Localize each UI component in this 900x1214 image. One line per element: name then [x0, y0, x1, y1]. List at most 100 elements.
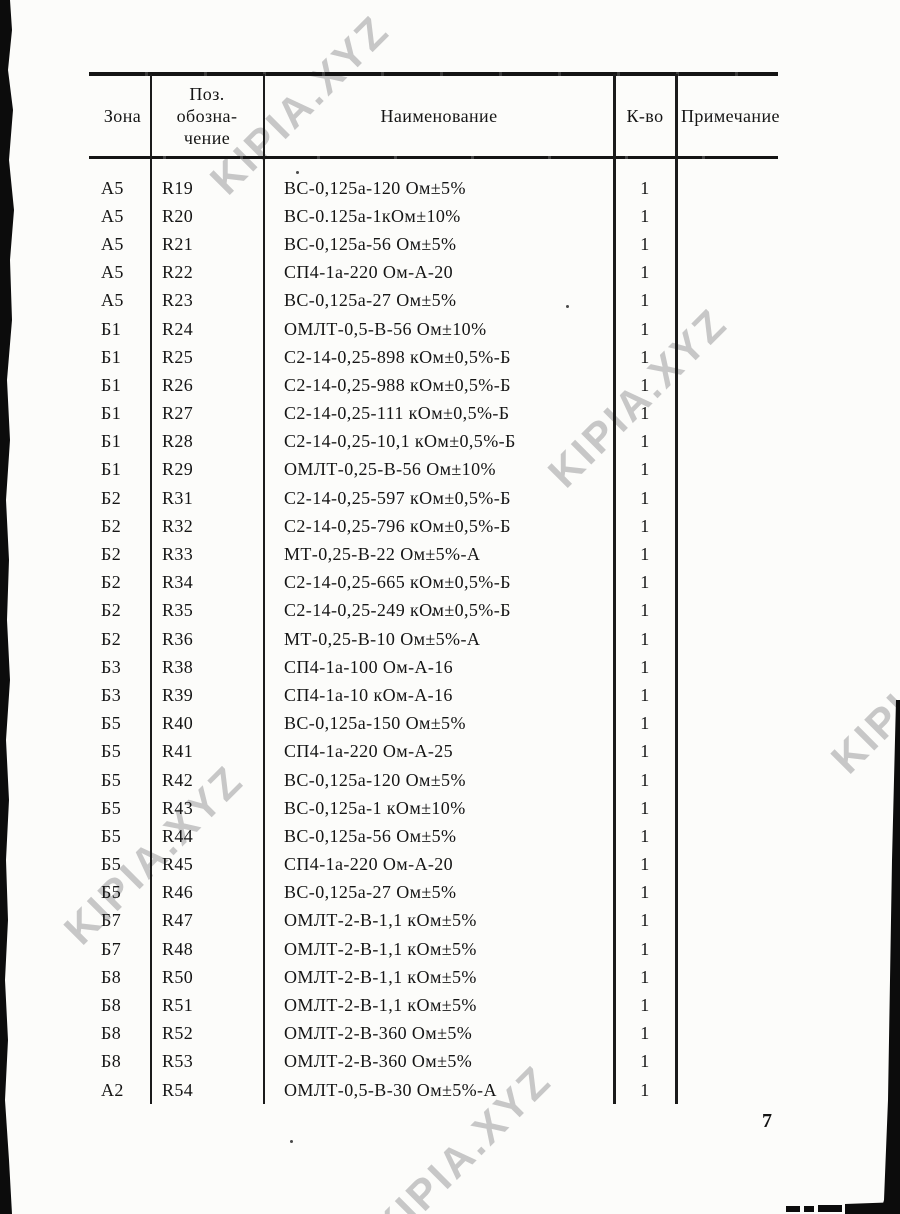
cell-name: СП4-1а-10 кОм-А-16	[284, 684, 453, 705]
cell-pos-designation: R39	[162, 684, 194, 705]
cell-zone: Б2	[101, 600, 122, 621]
cell-zone: Б5	[101, 825, 122, 846]
cell-qty: 1	[640, 882, 650, 903]
table-row: Б5 R42 ВС-0,125а-120 Ом±5% 1	[95, 766, 790, 794]
cell-name: С2-14-0,25-898 кОм±0,5%-Б	[284, 346, 511, 367]
cell-qty: 1	[640, 346, 650, 367]
cell-qty: 1	[640, 374, 650, 395]
cell-pos-designation: R35	[162, 600, 194, 621]
table-row: А5 R23 ВС-0,125а-27 Ом±5% 1	[95, 287, 790, 315]
table-row: Б3 R39 СП4-1а-10 кОм-А-16 1	[95, 681, 790, 709]
cell-name: ОМЛТ-2-В-1,1 кОм±5%	[284, 910, 477, 931]
table-row: Б1 R25 С2-14-0,25-898 кОм±0,5%-Б 1	[95, 343, 790, 371]
cell-name: С2-14-0,25-665 кОм±0,5%-Б	[284, 572, 511, 593]
cell-zone: Б1	[101, 374, 122, 395]
cell-name: С2-14-0,25-111 кОм±0,5%-Б	[284, 403, 510, 424]
cell-zone: Б5	[101, 741, 122, 762]
cell-qty: 1	[640, 431, 650, 452]
cell-name: ВС-0,125а-120 Ом±5%	[284, 769, 466, 790]
cell-zone: Б1	[101, 318, 122, 339]
cell-qty: 1	[640, 628, 650, 649]
cell-name: ОМЛТ-2-В-360 Ом±5%	[284, 1023, 473, 1044]
table-row: Б5 R44 ВС-0,125а-56 Ом±5% 1	[95, 822, 790, 850]
cell-name: ВС-0.125а-1кОм±10%	[284, 205, 461, 226]
cell-pos-designation: R33	[162, 544, 194, 565]
cell-name: С2-14-0,25-10,1 кОм±0,5%-Б	[284, 431, 516, 452]
cell-zone: Б2	[101, 487, 122, 508]
column-line-qty-note	[675, 74, 678, 1104]
cell-qty: 1	[640, 797, 650, 818]
cell-pos-designation: R23	[162, 290, 194, 311]
cell-zone: А5	[101, 262, 124, 283]
cell-zone: Б7	[101, 910, 122, 931]
cell-qty: 1	[640, 995, 650, 1016]
cell-zone: Б2	[101, 544, 122, 565]
cell-pos-designation: R22	[162, 262, 194, 283]
cell-zone: Б3	[101, 684, 122, 705]
cell-name: ВС-0,125а-27 Ом±5%	[284, 882, 457, 903]
cell-qty: 1	[640, 713, 650, 734]
cell-qty: 1	[640, 656, 650, 677]
table-row: Б3 R38 СП4-1а-100 Ом-А-16 1	[95, 653, 790, 681]
cell-pos-designation: R40	[162, 713, 194, 734]
cell-pos-designation: R52	[162, 1023, 194, 1044]
table-row: Б5 R45 СП4-1а-220 Ом-А-20 1	[95, 851, 790, 879]
scan-speck	[566, 305, 569, 308]
table-row: Б2 R31 С2-14-0,25-597 кОм±0,5%-Б 1	[95, 484, 790, 512]
cell-pos-designation: R25	[162, 346, 194, 367]
table-row: Б8 R53 ОМЛТ-2-В-360 Ом±5% 1	[95, 1048, 790, 1076]
cell-zone: Б5	[101, 769, 122, 790]
cell-zone: Б5	[101, 882, 122, 903]
cell-qty: 1	[640, 854, 650, 875]
cell-name: ВС-0,125а-56 Ом±5%	[284, 233, 457, 254]
cell-qty: 1	[640, 600, 650, 621]
cell-pos-designation: R43	[162, 797, 194, 818]
table-row: Б7 R47 ОМЛТ-2-В-1,1 кОм±5% 1	[95, 907, 790, 935]
table-row: Б8 R52 ОМЛТ-2-В-360 Ом±5% 1	[95, 1020, 790, 1048]
cell-zone: Б8	[101, 1051, 122, 1072]
cell-name: ОМЛТ-2-В-1,1 кОм±5%	[284, 995, 477, 1016]
cell-qty: 1	[640, 515, 650, 536]
cell-qty: 1	[640, 966, 650, 987]
cell-zone: Б8	[101, 966, 122, 987]
cell-zone: Б7	[101, 938, 122, 959]
table-row: Б2 R33 МТ-0,25-В-22 Ом±5%-А 1	[95, 540, 790, 568]
cell-name: ОМЛТ-0,5-В-56 Ом±10%	[284, 318, 487, 339]
cell-pos-designation: R38	[162, 656, 194, 677]
cell-qty: 1	[640, 1079, 650, 1100]
cell-qty: 1	[640, 403, 650, 424]
cell-zone: Б5	[101, 713, 122, 734]
table-row: А5 R20 ВС-0.125а-1кОм±10% 1	[95, 202, 790, 230]
cell-pos-designation: R34	[162, 572, 194, 593]
column-line-pos-name	[263, 74, 265, 1104]
cell-name: С2-14-0,25-796 кОм±0,5%-Б	[284, 515, 511, 536]
cell-zone: Б1	[101, 346, 122, 367]
cell-zone: А5	[101, 205, 124, 226]
cell-zone: А5	[101, 290, 124, 311]
cell-pos-designation: R28	[162, 431, 194, 452]
cell-zone: А2	[101, 1079, 124, 1100]
table-row: Б1 R26 С2-14-0,25-988 кОм±0,5%-Б 1	[95, 371, 790, 399]
cell-zone: Б1	[101, 403, 122, 424]
cell-zone: Б3	[101, 656, 122, 677]
cell-pos-designation: R36	[162, 628, 194, 649]
cell-pos-designation: R50	[162, 966, 194, 987]
table-row: Б2 R36 МТ-0,25-В-10 Ом±5%-А 1	[95, 625, 790, 653]
cell-qty: 1	[640, 825, 650, 846]
table-row: А5 R19 ВС-0,125а-120 Ом±5% 1	[95, 174, 790, 202]
table-row: Б2 R32 С2-14-0,25-796 кОм±0,5%-Б 1	[95, 512, 790, 540]
page-number: 7	[762, 1110, 773, 1132]
table-row: Б2 R34 С2-14-0,25-665 кОм±0,5%-Б 1	[95, 569, 790, 597]
header-note: Примечание	[681, 106, 780, 126]
header-pos-designation: Поз. обозна- чение	[150, 83, 264, 149]
cell-name: ОМЛТ-2-В-1,1 кОм±5%	[284, 966, 477, 987]
table-row: А2 R54 ОМЛТ-0,5-В-30 Ом±5%-А 1	[95, 1076, 790, 1104]
cell-qty: 1	[640, 487, 650, 508]
header-pos-line2: обозна-	[176, 106, 238, 126]
cell-pos-designation: R42	[162, 769, 194, 790]
cell-qty: 1	[640, 938, 650, 959]
cell-pos-designation: R20	[162, 205, 194, 226]
header-zone: Зона	[103, 106, 142, 126]
